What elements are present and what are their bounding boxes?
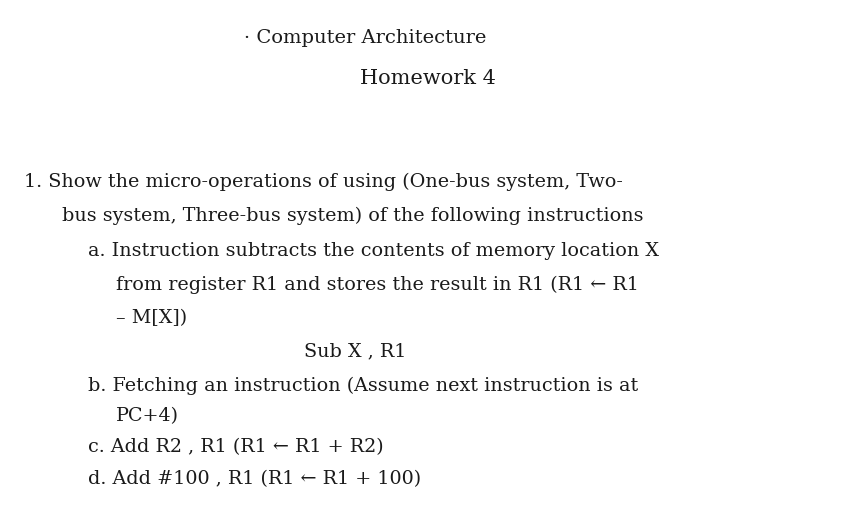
- Text: a. Instruction subtracts the contents of memory location X: a. Instruction subtracts the contents of…: [88, 242, 659, 260]
- Text: – M[X]): – M[X]): [116, 309, 187, 327]
- Text: Homework 4: Homework 4: [360, 69, 496, 88]
- Text: b. Fetching an instruction (Assume next instruction is at: b. Fetching an instruction (Assume next …: [88, 376, 639, 394]
- Text: d. Add #100 , R1 (R1 ← R1 + 100): d. Add #100 , R1 (R1 ← R1 + 100): [88, 470, 421, 488]
- Text: Sub X , R1: Sub X , R1: [304, 343, 407, 361]
- Text: bus system, Three-bus system) of the following instructions: bus system, Three-bus system) of the fol…: [62, 207, 643, 225]
- Text: 1. Show the micro-operations of using (One-bus system, Two-: 1. Show the micro-operations of using (O…: [24, 172, 623, 190]
- Text: PC+4): PC+4): [116, 407, 179, 426]
- Text: · Computer Architecture: · Computer Architecture: [244, 29, 486, 47]
- Text: c. Add R2 , R1 (R1 ← R1 + R2): c. Add R2 , R1 (R1 ← R1 + R2): [88, 439, 383, 457]
- Text: from register R1 and stores the result in R1 (R1 ← R1: from register R1 and stores the result i…: [116, 276, 639, 294]
